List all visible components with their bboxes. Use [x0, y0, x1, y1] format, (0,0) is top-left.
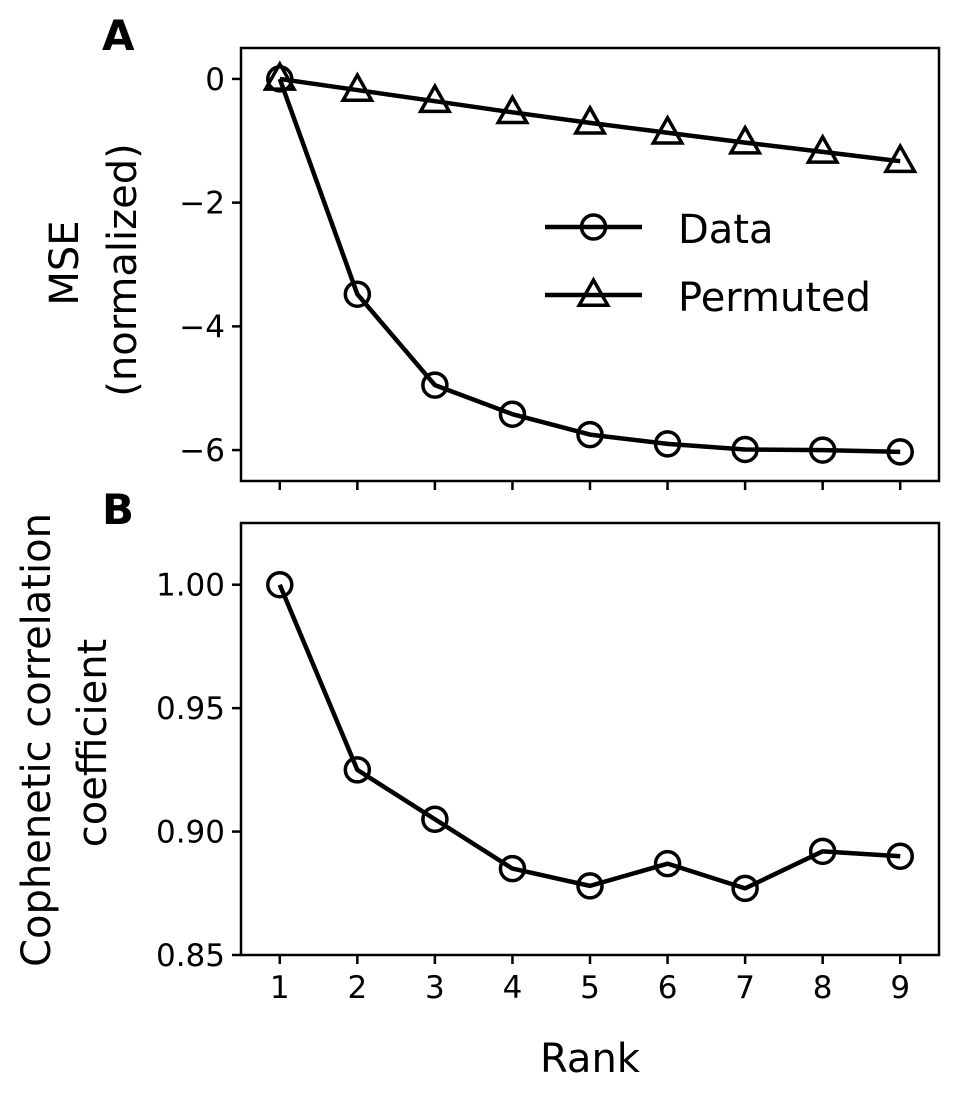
panel-a-ytick-label: −6 — [179, 433, 225, 469]
panel-b-xtick-label: 2 — [347, 970, 367, 1006]
panel-a-ytick-label: 0 — [205, 62, 225, 98]
panel-b-series-data-point — [498, 854, 527, 883]
panel-b: B Cophenetic correlation coefficient Ran… — [14, 485, 941, 1082]
panel-b-series-data-point — [421, 805, 449, 833]
panel-a-ytick-label: −4 — [179, 309, 225, 345]
panel-a-series-data-point — [343, 280, 372, 308]
panel-a-series-data-point — [886, 438, 914, 466]
panel-a-series-permuted-point — [727, 124, 763, 155]
panel-b-series-data-point — [886, 842, 914, 871]
panel-a-label: A — [102, 11, 135, 60]
panel-b-series-data-point — [808, 837, 837, 866]
panel-b-ytick-label: 1.00 — [156, 568, 225, 604]
panel-a-plot: 0 −2 −4 −6 Data Permuted — [179, 46, 941, 490]
panel-a-series-data-point — [498, 400, 527, 428]
panel-a-series-permuted-line — [279, 76, 901, 164]
panel-b-series-data-point — [731, 874, 759, 903]
panel-a-series-permuted-point — [805, 133, 840, 164]
legend-label-permuted: Permuted — [678, 275, 871, 321]
panel-a-series-permuted-point — [495, 93, 530, 125]
panel-a-series-permuted-point — [882, 142, 918, 174]
panel-b-xtick-label: 3 — [425, 970, 445, 1006]
panel-b-ytick-label: 0.85 — [156, 938, 225, 974]
panel-b-series-data-point — [266, 570, 294, 599]
panel-b-xlabel: Rank — [540, 1036, 641, 1082]
panel-a-series-data-line — [277, 78, 901, 455]
panel-a-series-permuted-point — [417, 82, 453, 114]
panel-b-series-data-point — [653, 849, 682, 878]
panel-a-series-data-point — [731, 435, 759, 464]
panel-a-ylabel-line2: (normalized) — [100, 143, 146, 396]
panel-b-label: B — [102, 485, 134, 534]
panel-b-series-data-line — [277, 583, 901, 891]
panel-a: A MSE (normalized) 0 −2 −4 −6 Data Permuted — [42, 11, 941, 490]
legend-item-permuted: Permuted — [545, 275, 871, 321]
panel-a-ytick-label: −2 — [179, 186, 225, 222]
panel-b-plot: 0.85 0.90 0.95 1.00 1 2 3 4 5 6 7 8 9 — [156, 521, 941, 1006]
panel-b-xtick-label: 6 — [658, 970, 678, 1006]
panel-b-xtick-label: 5 — [580, 970, 600, 1006]
panel-b-series-data-point — [343, 756, 372, 784]
panel-b-xtick-label: 7 — [735, 970, 755, 1006]
panel-a-legend: Data Permuted — [545, 207, 871, 321]
panel-a-series-data-point — [653, 430, 682, 458]
panel-a-series-data-point — [421, 371, 449, 399]
panel-b-xtick-label: 4 — [503, 970, 523, 1006]
panel-b-ytick-label: 0.90 — [156, 815, 225, 851]
panel-b-ytick-label: 0.95 — [156, 691, 225, 727]
panel-b-ylabel-line2: coefficient — [70, 639, 116, 848]
panel-a-series-permuted-point — [572, 104, 608, 135]
legend-marker-data — [579, 213, 608, 241]
panel-a-series-data-point — [576, 420, 604, 449]
panel-b-xtick-label: 9 — [890, 970, 910, 1006]
panel-a-series-data-point — [808, 436, 837, 464]
panel-a-series-permuted-point — [650, 114, 685, 145]
legend-item-data: Data — [545, 207, 774, 253]
panel-b-ylabel: Cophenetic correlation — [14, 513, 60, 967]
panel-b-series-data-point — [576, 872, 604, 900]
panel-b-xtick-label: 1 — [270, 970, 290, 1006]
legend-label-data: Data — [678, 207, 774, 253]
panel-a-series-permuted-point — [262, 60, 298, 91]
panel-a-series-permuted-point — [340, 71, 375, 103]
legend-marker-permuted — [576, 276, 611, 307]
panel-b-xtick-label: 8 — [813, 970, 833, 1006]
panel-a-ylabel: MSE — [42, 220, 88, 305]
